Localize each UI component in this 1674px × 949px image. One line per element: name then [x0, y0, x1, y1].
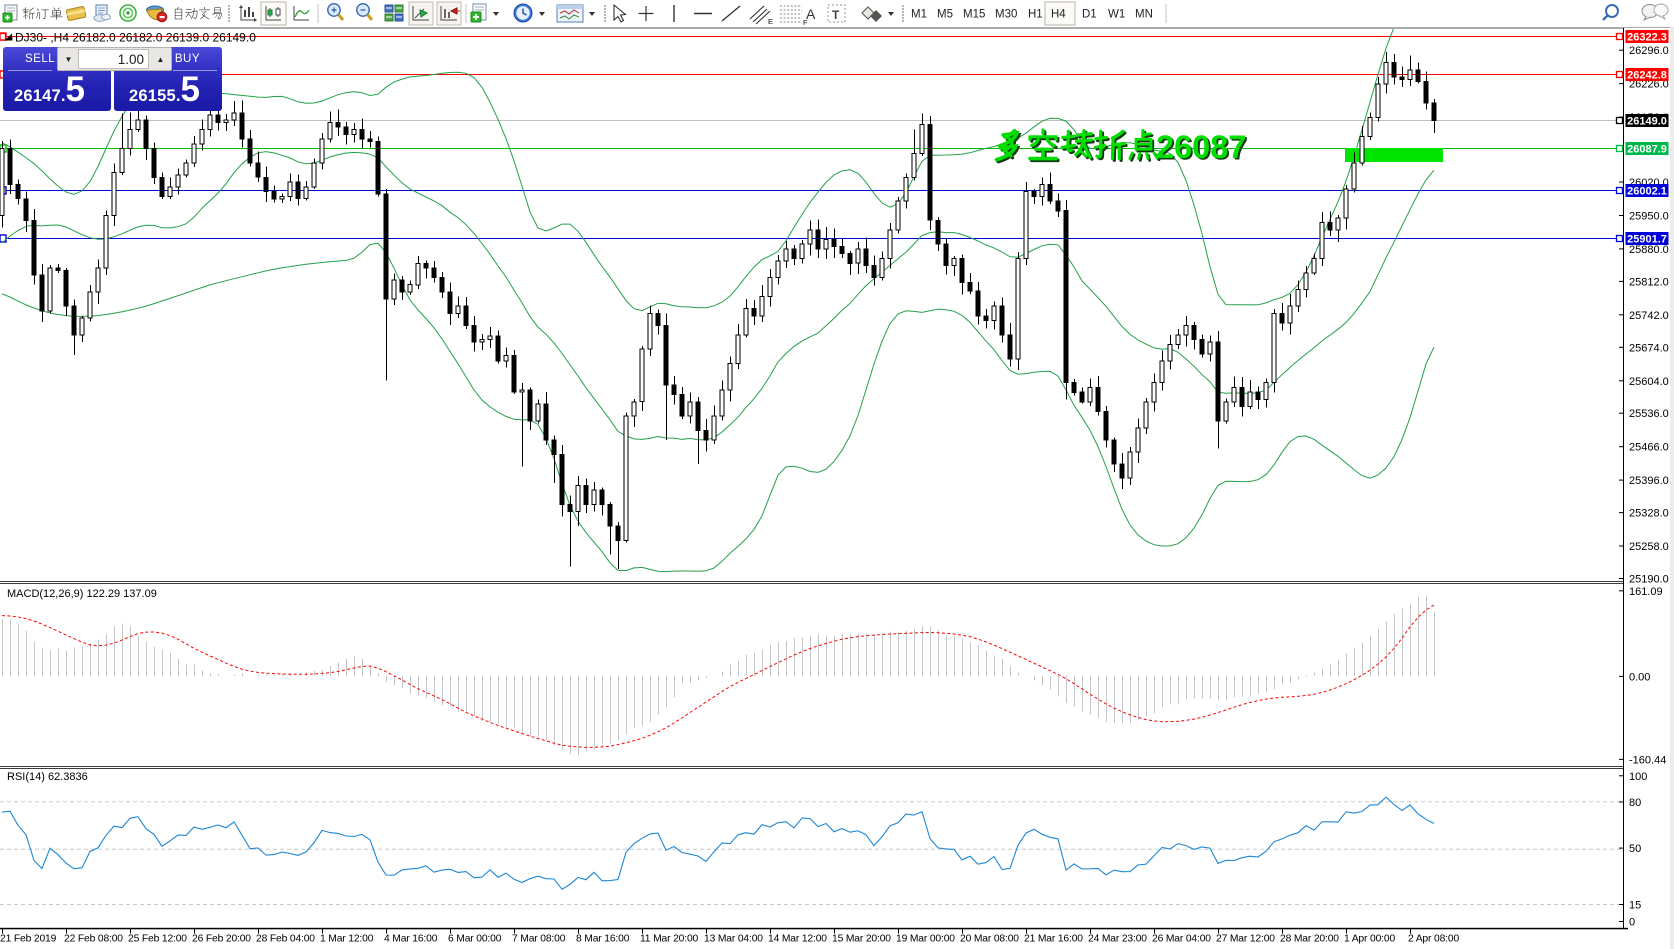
svg-text:20 Mar 08:00: 20 Mar 08:00 — [960, 934, 1019, 945]
svg-text:-160.44: -160.44 — [1629, 754, 1666, 766]
svg-text:25742.0: 25742.0 — [1629, 310, 1669, 322]
svg-text:25812.0: 25812.0 — [1629, 276, 1669, 288]
svg-text:13 Mar 04:00: 13 Mar 04:00 — [704, 934, 763, 945]
svg-text:26242.8: 26242.8 — [1627, 70, 1667, 82]
svg-text:A: A — [806, 6, 816, 22]
svg-text:26002.1: 26002.1 — [1627, 186, 1667, 198]
svg-text:H1: H1 — [1028, 9, 1043, 21]
svg-text:6 Mar 00:00: 6 Mar 00:00 — [448, 934, 502, 945]
svg-text:4 Mar 16:00: 4 Mar 16:00 — [384, 934, 438, 945]
svg-text:25396.0: 25396.0 — [1629, 475, 1669, 487]
svg-text:26296.0: 26296.0 — [1629, 45, 1669, 57]
svg-text:MN: MN — [1135, 9, 1153, 21]
svg-text:28 Mar 20:00: 28 Mar 20:00 — [1280, 934, 1339, 945]
svg-text:0: 0 — [1629, 917, 1635, 929]
svg-text:26087: 26087 — [1158, 130, 1248, 166]
svg-text:W1: W1 — [1108, 9, 1125, 21]
svg-text:25674.0: 25674.0 — [1629, 342, 1669, 354]
svg-text:2 Apr 08:00: 2 Apr 08:00 — [1408, 934, 1459, 945]
svg-text:28 Feb 04:00: 28 Feb 04:00 — [256, 934, 315, 945]
svg-text:25950.0: 25950.0 — [1629, 211, 1669, 223]
svg-text:25536.0: 25536.0 — [1629, 408, 1669, 420]
svg-text:14 Mar 12:00: 14 Mar 12:00 — [768, 934, 827, 945]
svg-text:100: 100 — [1629, 771, 1647, 783]
svg-text:1 Mar 12:00: 1 Mar 12:00 — [320, 934, 374, 945]
svg-text:25604.0: 25604.0 — [1629, 376, 1669, 388]
svg-text:DJ30- ,H4 26182.0 26182.0 261: DJ30- ,H4 26182.0 26182.0 26139.0 26149.… — [15, 31, 256, 45]
svg-text:26087.9: 26087.9 — [1627, 144, 1667, 156]
svg-text:25190.0: 25190.0 — [1629, 574, 1669, 586]
svg-text:0.00: 0.00 — [1629, 671, 1650, 683]
svg-text:27 Mar 12:00: 27 Mar 12:00 — [1216, 934, 1275, 945]
svg-text:19 Mar 00:00: 19 Mar 00:00 — [896, 934, 955, 945]
svg-text:25466.0: 25466.0 — [1629, 442, 1669, 454]
svg-text:161.09: 161.09 — [1629, 586, 1663, 598]
svg-text:26 Mar 04:00: 26 Mar 04:00 — [1152, 934, 1211, 945]
svg-text:25258.0: 25258.0 — [1629, 541, 1669, 553]
svg-text:26149.0: 26149.0 — [1627, 116, 1667, 128]
svg-text:D1: D1 — [1082, 9, 1097, 21]
svg-text:M15: M15 — [963, 9, 985, 21]
svg-text:M30: M30 — [995, 9, 1017, 21]
svg-text:F: F — [803, 18, 808, 27]
svg-text:50: 50 — [1629, 843, 1641, 855]
svg-text:26322.3: 26322.3 — [1627, 32, 1667, 44]
svg-text:1 Apr 00:00: 1 Apr 00:00 — [1344, 934, 1395, 945]
svg-text:25328.0: 25328.0 — [1629, 508, 1669, 520]
svg-text:T: T — [832, 8, 840, 22]
svg-text:22 Feb 08:00: 22 Feb 08:00 — [64, 934, 123, 945]
svg-text:26226.0: 26226.0 — [1629, 79, 1669, 91]
svg-text:7 Mar 08:00: 7 Mar 08:00 — [512, 934, 566, 945]
svg-text:25880.0: 25880.0 — [1629, 244, 1669, 256]
svg-text:RSI(14) 62.3836: RSI(14) 62.3836 — [7, 771, 88, 783]
svg-text:E: E — [768, 17, 773, 26]
svg-text:H4: H4 — [1051, 9, 1066, 21]
svg-text:25901.7: 25901.7 — [1627, 234, 1667, 246]
svg-text:11 Mar 20:00: 11 Mar 20:00 — [640, 934, 699, 945]
svg-text:24 Mar 23:00: 24 Mar 23:00 — [1088, 934, 1147, 945]
svg-text:21 Mar 16:00: 21 Mar 16:00 — [1024, 934, 1083, 945]
svg-text:25 Feb 12:00: 25 Feb 12:00 — [128, 934, 187, 945]
svg-text:26 Feb 20:00: 26 Feb 20:00 — [192, 934, 251, 945]
svg-text:80: 80 — [1629, 797, 1641, 809]
svg-text:M5: M5 — [937, 9, 953, 21]
svg-text:M1: M1 — [911, 9, 927, 21]
svg-text:26087: 26087 — [1156, 129, 1246, 165]
svg-text:15: 15 — [1629, 900, 1641, 912]
svg-text:21 Feb 2019: 21 Feb 2019 — [0, 934, 57, 945]
svg-text:MACD(12,26,9) 122.29 137.09: MACD(12,26,9) 122.29 137.09 — [7, 588, 157, 600]
svg-text:8 Mar 16:00: 8 Mar 16:00 — [576, 934, 630, 945]
svg-text:15 Mar 20:00: 15 Mar 20:00 — [832, 934, 891, 945]
